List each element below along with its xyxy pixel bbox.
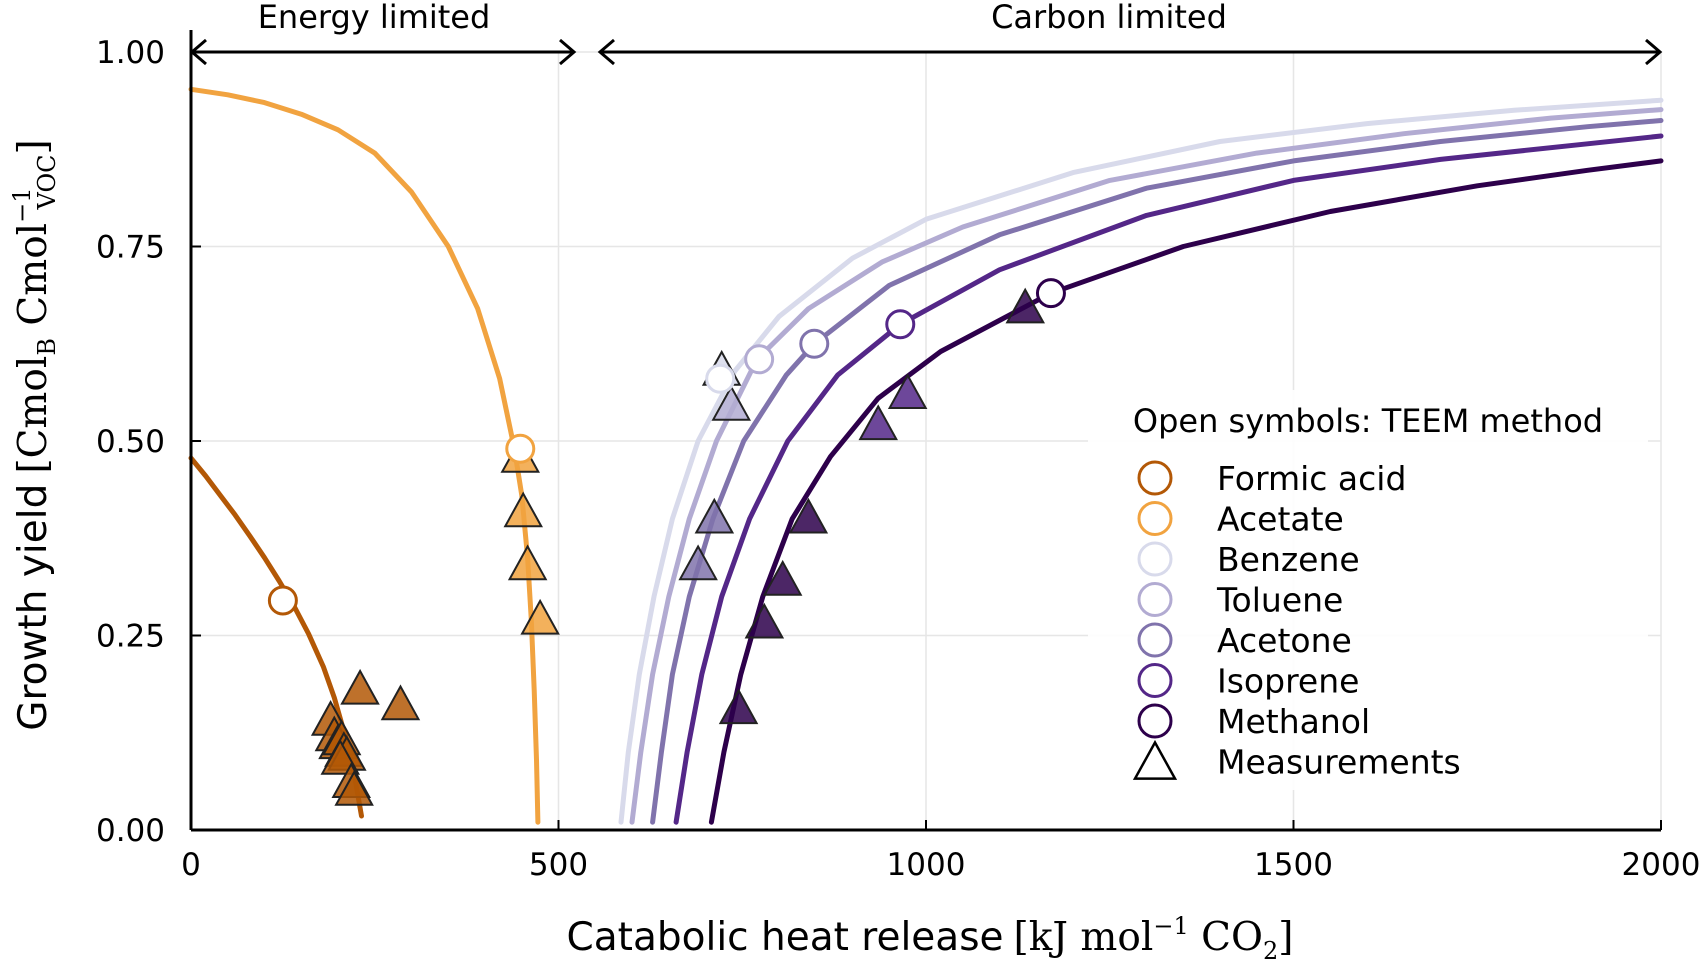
carbon-arrow-right-head [1645,38,1663,66]
measurement-methanol-1 [788,497,829,534]
teem-point-methanol [1035,278,1066,309]
measurement-toluene-0 [711,384,751,421]
teem-point-formic-acid [267,585,298,616]
legend-label-acetone: Acetone [1217,621,1352,660]
legend-label-measurements: Measurements [1217,743,1461,782]
x-tick-label-2: 1000 [887,847,966,883]
measurement-methanol-3 [744,602,785,639]
y-axis-unit-a: Cmol [11,356,56,459]
teem-points [267,278,1066,616]
energy-arrow-left-head [189,38,207,66]
measurement-acetate-3 [520,598,560,635]
y-tick-label-0: 0.00 [96,813,165,849]
x-axis-unit-exp: −1 [1153,912,1188,940]
legend-label-formic-acid: Formic acid [1217,459,1406,498]
legend-marker-isoprene [1137,663,1173,698]
legend-label-benzene: Benzene [1217,540,1360,579]
svg-text:Catabolic heat release[kJ mol−: Catabolic heat release [kJ mol−1 CO2] [567,912,1294,965]
y-tick-label-4: 1.00 [96,35,165,71]
measurement-methanol-4 [718,688,759,725]
y-axis-label: Growth yield[CmolB Cmol−1VOC] [8,139,61,730]
curve-isoprene [673,133,1664,825]
legend-items: Formic acidAcetateBenzeneTolueneAcetoneI… [1132,459,1461,782]
curve-acetate [188,86,541,825]
y-axis-unit-b-sub: VOC [33,154,61,210]
measurement-acetone-1 [678,544,718,581]
measurement-acetate-2 [507,544,548,581]
carbon-arrow-left-head [597,38,615,66]
tick-labels: 0 500 1000 1500 2000 0.00 0.25 0.50 0.75 1.00 [96,35,1700,883]
teem-point-benzene [705,363,736,394]
legend-marker-acetate [1137,501,1173,536]
legend-label-toluene: Toluene [1216,581,1343,620]
teem-point-acetate [505,433,536,464]
x-axis-unit-pre: kJ mol [1029,915,1154,960]
legend-label-methanol: Methanol [1217,702,1370,741]
measurement-acetate-1 [503,491,543,528]
model-curves [188,86,1664,825]
x-axis-label: Catabolic heat release [kJ mol−1 CO2] [567,912,1294,965]
x-axis-unit-open: [ [1014,915,1029,960]
legend: Open symbols: TEEM method Formic acidAce… [1088,390,1648,790]
legend-marker-benzene [1137,541,1173,577]
curve-benzene [618,97,1664,825]
measurement-formic-acid-1 [380,684,421,721]
measurement-formic-acid-10 [334,770,374,806]
energy-arrow-right-head [559,38,577,66]
measurement-methanol-0 [1005,287,1045,324]
legend-marker-acetone [1137,622,1173,658]
y-axis-unit-close: ] [11,139,56,154]
y-axis-unit-b: Cmol [11,223,56,338]
x-axis-unit-mid: CO [1189,915,1263,960]
x-tick-label-1: 500 [529,847,588,883]
measurement-methanol-2 [762,559,803,596]
x-tick-label-3: 1500 [1254,847,1333,883]
svg-text:Growth yield[CmolB Cmol−1VOC]: Growth yield[CmolB Cmol−1VOC] [8,139,61,730]
measurements [310,287,1045,806]
y-tick-label-3: 0.75 [96,230,165,266]
legend-label-acetate: Acetate [1217,500,1344,539]
y-tick-label-2: 0.50 [96,424,165,460]
legend-marker-toluene [1137,582,1173,617]
region-annotations: Energy limited Carbon limited [189,0,1663,66]
carbon-limited-label: Carbon limited [991,0,1227,36]
measurement-formic-acid-8 [320,738,360,775]
legend-marker-methanol [1137,703,1173,739]
legend-marker-formic-acid [1137,460,1173,496]
teem-point-toluene [744,344,775,375]
measurement-acetone-0 [694,497,735,534]
x-tick-label-0: 0 [181,847,201,883]
measurement-isoprene-1 [858,404,898,441]
x-axis-unit-sub: 2 [1263,937,1278,965]
legend-label-isoprene: Isoprene [1217,662,1359,701]
x-tick-label-4: 2000 [1622,847,1701,883]
legend-background [1088,390,1648,790]
y-axis-unit-a-sub: B [33,338,61,356]
y-tick-label-1: 0.25 [96,619,165,655]
y-axis-title: Growth yield [11,484,56,731]
measurement-isoprene-0 [887,373,928,409]
y-axis-unit-b-exp: −1 [8,187,36,222]
curve-methanol [708,158,1664,825]
x-axis-unit-close: ] [1278,915,1293,960]
y-axis-unit-open: [ [11,458,56,473]
energy-limited-label: Energy limited [258,0,491,36]
legend-marker-measurements [1132,739,1178,780]
curve-toluene [629,107,1664,825]
measurement-formic-acid-0 [340,668,380,705]
x-axis-title: Catabolic heat release [567,915,1004,960]
teem-point-acetone [799,328,830,359]
teem-point-isoprene [885,309,916,340]
legend-title: Open symbols: TEEM method [1133,402,1603,440]
